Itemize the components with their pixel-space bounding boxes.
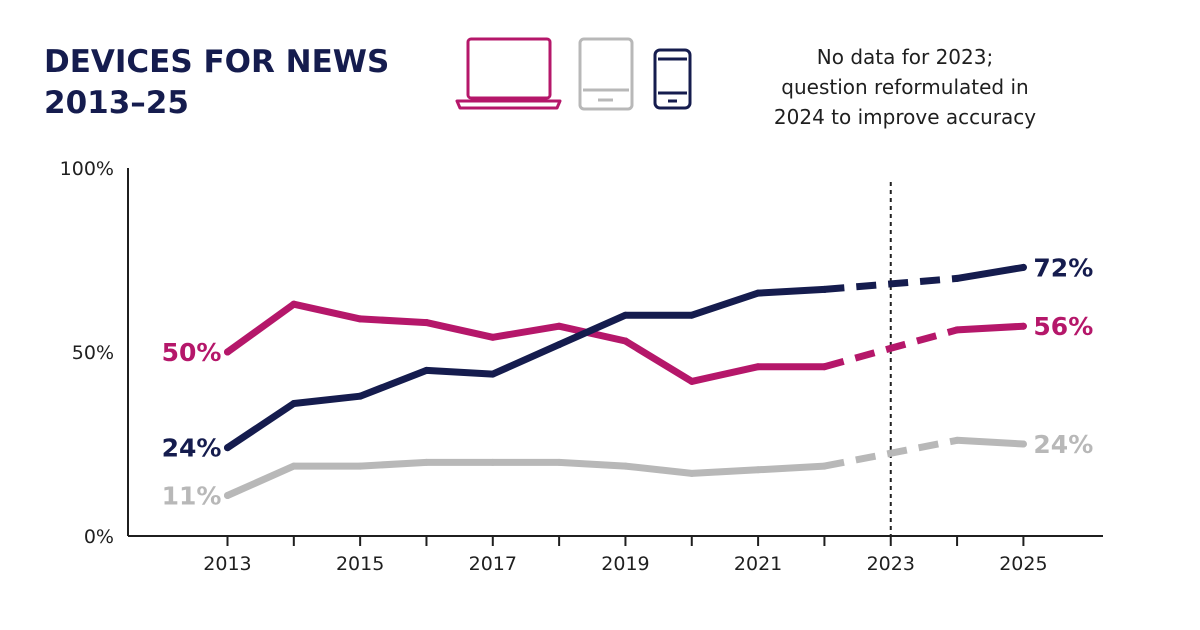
x-tick-label: 2019 [601, 553, 649, 575]
data-point-smartphone [290, 400, 298, 408]
data-point-smartphone [489, 370, 497, 378]
data-point-computer [820, 363, 828, 371]
data-point-smartphone [688, 311, 696, 319]
data-point-tablet [489, 458, 497, 466]
device-legend [455, 37, 692, 111]
data-point-computer [621, 337, 629, 345]
end-label-smartphone: 72% [1033, 253, 1093, 282]
x-tick-label: 2025 [999, 553, 1047, 575]
x-tick-label: 2015 [336, 553, 384, 575]
series-line-tail-tablet [953, 436, 1027, 448]
laptop-icon [455, 37, 562, 110]
series-line-tail-computer [953, 322, 1027, 334]
series-dashed-line-computer [823, 326, 959, 371]
series-line-tablet [224, 458, 828, 499]
data-point-tablet [356, 462, 364, 470]
data-point-computer [422, 319, 430, 327]
start-label-tablet: 11% [162, 482, 222, 511]
data-point-computer [688, 377, 696, 385]
data-point-smartphone [555, 341, 563, 349]
start-label-computer: 50% [162, 338, 222, 367]
data-point-tablet [688, 469, 696, 477]
data-point-tablet [555, 458, 563, 466]
end-label-tablet: 24% [1033, 430, 1093, 459]
series-dashed-line-tablet [823, 436, 958, 470]
chart-title: DEVICES FOR NEWS 2013–25 [44, 42, 389, 124]
data-point-computer [356, 315, 364, 323]
data-point-tablet [290, 462, 298, 470]
data-point-tablet [953, 436, 961, 444]
data-point-computer [223, 348, 231, 356]
data-point-computer [953, 326, 961, 334]
end-label-computer: 56% [1033, 312, 1093, 341]
chart-title-line1: DEVICES FOR NEWS [44, 44, 390, 80]
data-note-line1: No data for 2023; [816, 45, 994, 69]
x-tick-label: 2023 [867, 553, 915, 575]
data-point-computer [754, 363, 762, 371]
smartphone-icon [653, 48, 692, 110]
x-tick-label: 2017 [469, 553, 517, 575]
chart-title-line2: 2013–25 [44, 85, 189, 121]
data-point-smartphone [820, 285, 828, 293]
data-point-computer [555, 322, 563, 330]
data-point-smartphone [754, 289, 762, 297]
series-line-tail-smartphone [953, 263, 1027, 282]
data-point-smartphone [1019, 263, 1027, 271]
y-tick-label: 100% [60, 158, 114, 180]
data-note-line3: 2024 to improve accuracy [773, 105, 1037, 129]
data-point-tablet [422, 458, 430, 466]
data-point-smartphone [356, 392, 364, 400]
data-note-line2: question reformulated in [781, 75, 1029, 99]
data-point-computer [1019, 322, 1027, 330]
data-point-tablet [754, 466, 762, 474]
y-tick-label: 50% [72, 342, 114, 364]
tablet-icon [578, 37, 634, 111]
series-line-smartphone [224, 285, 828, 452]
data-point-smartphone [223, 444, 231, 452]
data-point-computer [290, 300, 298, 308]
start-label-smartphone: 24% [162, 434, 222, 463]
data-point-computer [489, 333, 497, 341]
data-point-smartphone [621, 311, 629, 319]
data-point-tablet [223, 492, 231, 500]
data-point-tablet [820, 462, 828, 470]
data-point-tablet [621, 462, 629, 470]
data-point-tablet [1019, 440, 1027, 448]
data-note: No data for 2023; question reformulated … [740, 42, 1070, 132]
series-dashed-line-smartphone [824, 274, 958, 293]
x-tick-label: 2013 [203, 553, 251, 575]
y-tick-label: 0% [84, 526, 114, 548]
data-point-smartphone [422, 366, 430, 374]
series-line-computer [224, 300, 828, 385]
x-tick-label: 2021 [734, 553, 782, 575]
data-point-smartphone [953, 274, 961, 282]
